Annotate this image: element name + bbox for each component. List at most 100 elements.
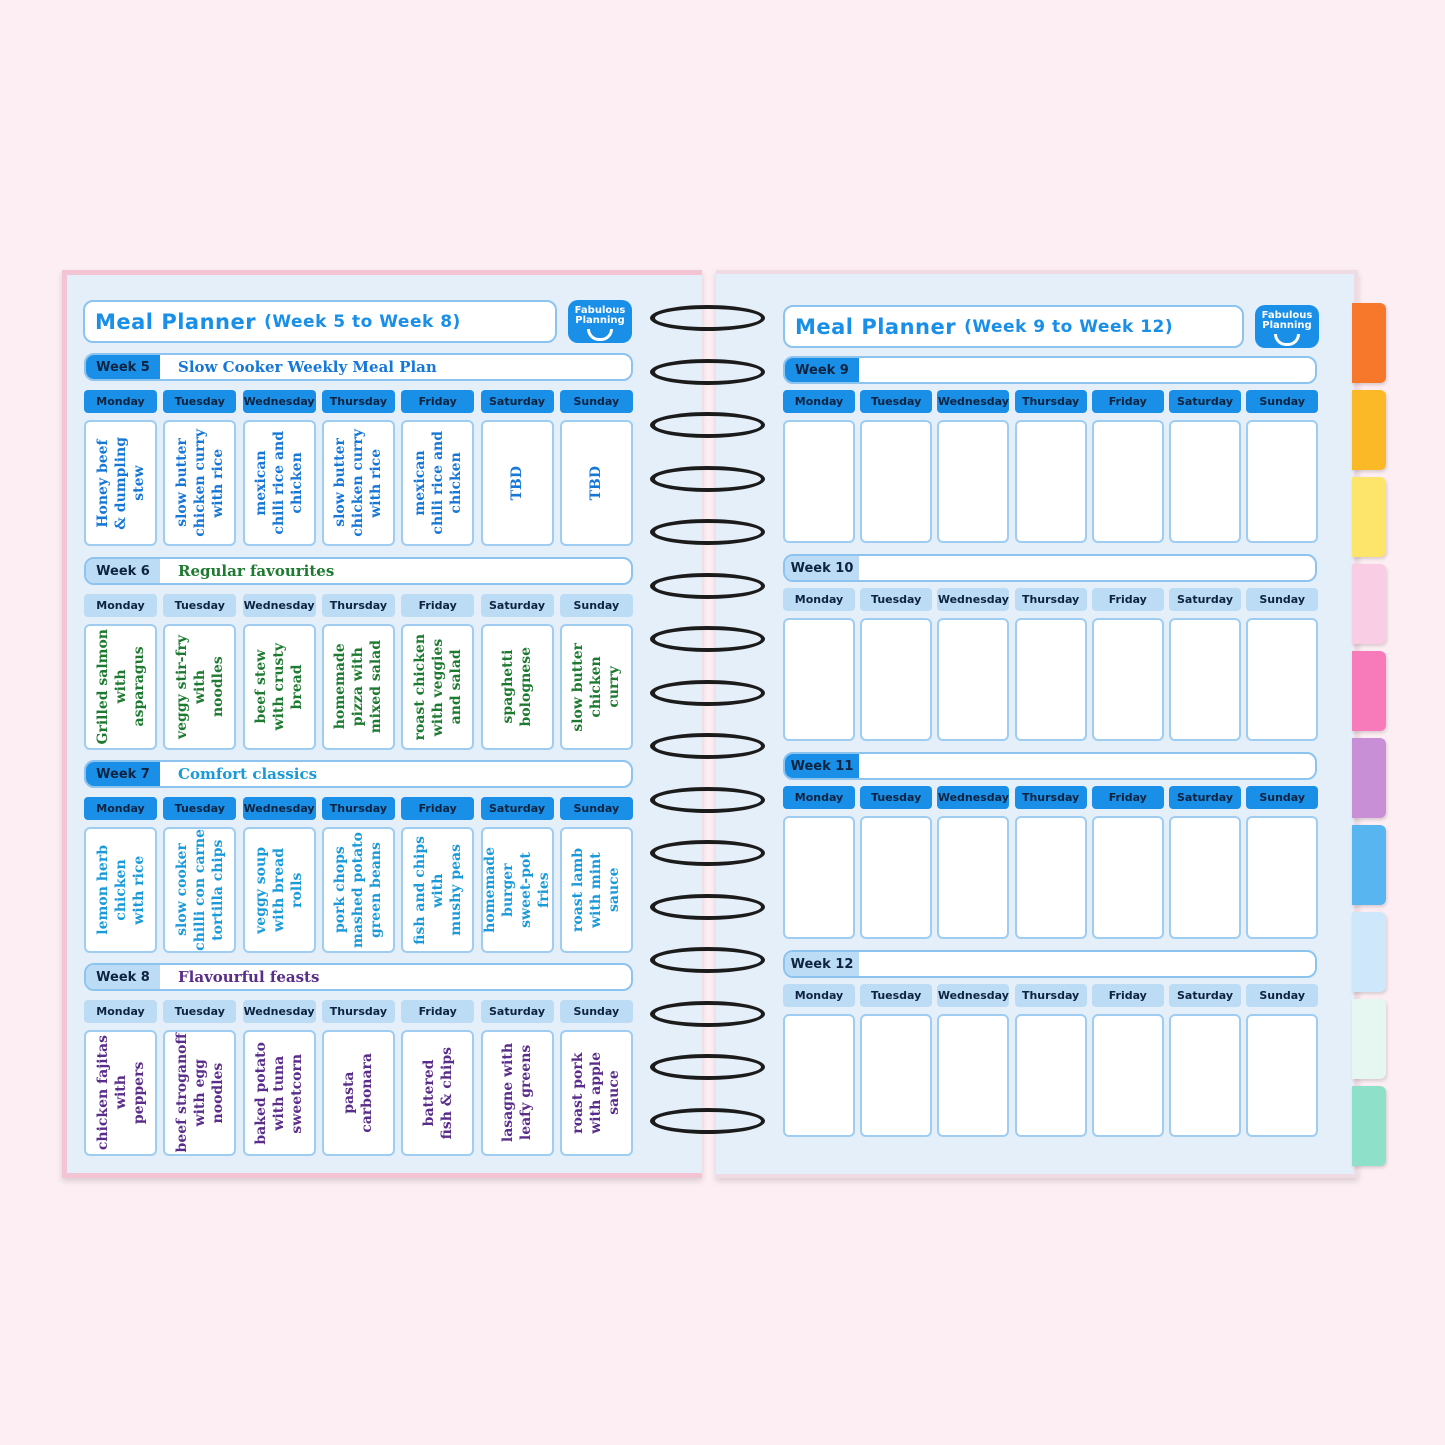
meal-cell-sunday[interactable]: roast pork with apple sauce [559, 1030, 633, 1156]
day-header-wednesday: Wednesday [937, 390, 1010, 413]
day-header-tuesday: Tuesday [163, 1000, 237, 1023]
meal-cell-saturday[interactable] [1169, 1014, 1241, 1137]
spiral-ring [650, 786, 765, 813]
meal-cell-thursday[interactable] [1014, 618, 1087, 741]
section-tab[interactable] [1352, 651, 1386, 731]
meal-cell-sunday[interactable] [1246, 420, 1319, 543]
week-label: Week 6 [86, 559, 160, 583]
meal-cell-wednesday[interactable] [937, 618, 1010, 741]
meal-cell-monday[interactable]: chicken fajitas with peppers [84, 1030, 157, 1156]
meal-cell-tuesday[interactable]: slow butter chicken curry with rice [163, 420, 237, 546]
section-tab[interactable] [1352, 390, 1386, 470]
meal-cell-monday[interactable] [783, 618, 855, 741]
day-header-thursday: Thursday [1014, 984, 1087, 1007]
meal-cell-sunday[interactable] [1246, 1014, 1319, 1137]
week-theme[interactable]: Comfort classics [178, 765, 318, 783]
meal-cell-monday[interactable] [783, 420, 855, 543]
day-header-wednesday: Wednesday [937, 984, 1010, 1007]
meal-cell-saturday[interactable] [1169, 816, 1241, 939]
meal-cell-thursday[interactable] [1014, 1014, 1087, 1137]
spiral-ring [650, 412, 765, 438]
section-tab[interactable] [1352, 999, 1386, 1079]
meal-text: roast pork with apple sauce [570, 1052, 623, 1134]
section-tab[interactable] [1352, 477, 1386, 557]
meal-cell-tuesday[interactable]: beef stroganoff with egg noodles [163, 1030, 237, 1156]
spiral-ring [650, 358, 765, 385]
section-tab[interactable] [1352, 564, 1386, 644]
day-header-saturday: Saturday [1169, 390, 1241, 413]
week-theme[interactable]: Slow Cooker Weekly Meal Plan [178, 358, 437, 376]
meal-cell-friday[interactable]: mexican chili rice and chicken [401, 420, 475, 546]
meal-cell-friday[interactable] [1091, 1014, 1164, 1137]
day-header-monday: Monday [783, 588, 855, 611]
right-page-title: Meal Planner (Week 9 to Week 12) [783, 305, 1244, 348]
meal-cell-friday[interactable]: battered fish & chips [401, 1030, 475, 1156]
meal-cell-friday[interactable] [1091, 618, 1164, 741]
meal-cell-sunday[interactable]: slow butter chicken curry [559, 624, 633, 750]
section-tab[interactable] [1352, 738, 1386, 818]
meal-cell-sunday[interactable] [1246, 816, 1319, 939]
spiral-ring [650, 733, 765, 759]
meal-cell-tuesday[interactable]: slow cooker chilli con carne tortilla ch… [163, 827, 237, 953]
section-tab[interactable] [1352, 825, 1386, 905]
meal-cell-saturday[interactable]: TBD [480, 420, 554, 546]
meal-cell-thursday[interactable]: pork chops mashed potato green beans [321, 827, 395, 953]
section-tab[interactable] [1352, 1086, 1386, 1166]
meal-cell-monday[interactable] [783, 1014, 855, 1137]
meal-cell-thursday[interactable]: homemade pizza with mixed salad [321, 624, 395, 750]
day-header-tuesday: Tuesday [163, 594, 237, 617]
meal-cell-tuesday[interactable] [860, 420, 933, 543]
meal-cell-sunday[interactable] [1246, 618, 1319, 741]
meal-cell-tuesday[interactable]: veggy stir-fry with noodles [163, 624, 237, 750]
meal-cell-friday[interactable]: roast chicken with veggies and salad [401, 624, 475, 750]
meal-cell-saturday[interactable]: lasagne with leafy greens [480, 1030, 554, 1156]
brand-logo: Fabulous Planning [1255, 305, 1319, 348]
meal-cell-monday[interactable]: Honey beef & dumpling stew [84, 420, 157, 546]
section-tab[interactable] [1352, 912, 1386, 992]
meal-cell-wednesday[interactable] [937, 1014, 1010, 1137]
section-tab[interactable] [1352, 303, 1386, 383]
meal-cell-friday[interactable] [1091, 816, 1164, 939]
meal-cell-thursday[interactable] [1014, 816, 1087, 939]
spiral-ring [650, 840, 765, 866]
day-header-monday: Monday [84, 594, 157, 617]
week-theme[interactable]: Flavourful feasts [178, 968, 320, 986]
meal-text: mexican chili rice and chicken [411, 431, 464, 535]
meal-cell-tuesday[interactable] [860, 816, 933, 939]
meal-cell-saturday[interactable]: spaghetti bolognese [480, 624, 554, 750]
meal-cell-wednesday[interactable] [937, 816, 1010, 939]
meal-text: homemade burger sweet-pot fries [482, 847, 552, 933]
meal-text: Grilled salmon with asparagus [94, 629, 147, 745]
brand-logo: Fabulous Planning [568, 300, 632, 343]
meal-cell-thursday[interactable] [1014, 420, 1087, 543]
meal-cell-friday[interactable] [1091, 420, 1164, 543]
meal-cell-wednesday[interactable]: beef stew with crusty bread [242, 624, 316, 750]
meal-cell-monday[interactable]: lemon herb chicken with rice [84, 827, 157, 953]
meal-cell-friday[interactable]: fish and chips with mushy peas [401, 827, 475, 953]
meal-cell-thursday[interactable]: slow butter chicken curry with rice [321, 420, 395, 546]
week-header: Week 10 [783, 554, 1317, 582]
meal-cell-wednesday[interactable] [937, 420, 1010, 543]
meal-cell-wednesday[interactable]: baked potato with tuna sweetcorn [242, 1030, 316, 1156]
meal-cell-tuesday[interactable] [860, 1014, 933, 1137]
meal-cell-wednesday[interactable]: mexican chili rice and chicken [242, 420, 316, 546]
meal-cell-saturday[interactable] [1169, 420, 1241, 543]
meal-cell-sunday[interactable]: roast lamb with mint sauce [559, 827, 633, 953]
meal-text: slow cooker chilli con carne tortilla ch… [173, 829, 226, 951]
meal-cell-tuesday[interactable] [860, 618, 933, 741]
meal-cell-sunday[interactable]: TBD [559, 420, 633, 546]
meal-cell-saturday[interactable]: homemade burger sweet-pot fries [480, 827, 554, 953]
meal-cell-saturday[interactable] [1169, 618, 1241, 741]
meal-text: pork chops mashed potato green beans [332, 832, 385, 948]
meal-cell-monday[interactable]: Grilled salmon with asparagus [84, 624, 157, 750]
week-header: Week 12 [783, 950, 1317, 978]
meal-cell-thursday[interactable]: pasta carbonara [321, 1030, 395, 1156]
meal-cell-monday[interactable] [783, 816, 855, 939]
day-header-sunday: Sunday [559, 390, 633, 413]
meal-text: Honey beef & dumpling stew [94, 436, 147, 530]
spiral-ring [650, 679, 765, 706]
day-header-friday: Friday [1091, 984, 1164, 1007]
week-theme[interactable]: Regular favourites [178, 562, 335, 580]
meal-cell-wednesday[interactable]: veggy soup with bread rolls [242, 827, 316, 953]
day-header-sunday: Sunday [1246, 984, 1319, 1007]
